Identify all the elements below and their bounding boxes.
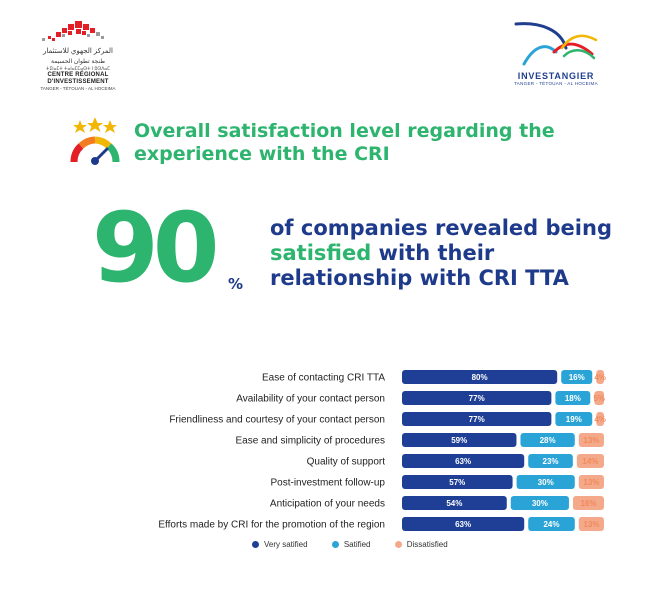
data-label-very-satisfied: 54% xyxy=(446,499,462,508)
cri-logo-region: TANGER - TÉTOUAN - AL HOCEIMA xyxy=(40,86,116,91)
legend-item-satisfied: Satified xyxy=(331,540,371,549)
data-label-satisfied: 23% xyxy=(543,457,559,466)
bar-segment-dissatisfied xyxy=(594,391,604,405)
kpi-value: 90 xyxy=(92,192,220,304)
bar-segment-very-satisfied xyxy=(402,475,513,489)
bar-segment-dissatisfied xyxy=(578,475,604,489)
bar-segment-very-satisfied xyxy=(402,433,517,447)
bar-segment-dissatisfied xyxy=(578,433,604,447)
cri-logo-tifinagh: ⵜⵉⵏⴰⵎⵜ ⵜⴰⵏⴰⵎⵎⴰⵙⵜ ⵏ ⵓⵙⴷⴰⵎ xyxy=(45,66,111,71)
bar-segment-very-satisfied xyxy=(402,370,558,384)
cri-logo-mosaic xyxy=(42,21,104,41)
legend-item-very-satisfied: Very satified xyxy=(252,540,308,549)
bar-segment-very-satisfied xyxy=(402,391,552,405)
cri-logo-arabic-region: طنجة تطوان الحسيمة xyxy=(51,59,105,65)
legend-swatch-satisfied xyxy=(331,541,339,548)
data-label-dissatisfied: 14% xyxy=(582,457,598,466)
bar-segment-dissatisfied xyxy=(572,496,604,510)
data-label-satisfied: 18% xyxy=(565,394,581,403)
category-label: Anticipation of your needs xyxy=(270,499,385,510)
bar-segment-satisfied xyxy=(528,454,573,468)
cri-logo: المركز الجهوي للاستثمار طنجة تطوان الحسي… xyxy=(18,18,138,91)
legend-swatch-dissatisfied xyxy=(394,541,402,548)
bar-segment-dissatisfied xyxy=(578,517,604,531)
investangier-logo-mark xyxy=(514,22,598,66)
data-label-dissatisfied: 16% xyxy=(580,499,596,508)
data-label-satisfied: 24% xyxy=(543,520,559,529)
cri-logo-name: CENTRE RÉGIONAL D'INVESTISSEMENT xyxy=(47,72,109,85)
data-label-satisfied: 28% xyxy=(540,436,556,445)
bar-segment-satisfied xyxy=(555,412,593,426)
bar-segment-very-satisfied xyxy=(402,454,525,468)
data-label-satisfied: 30% xyxy=(532,499,548,508)
data-label-very-satisfied: 63% xyxy=(455,520,471,529)
data-label-very-satisfied: 57% xyxy=(449,478,465,487)
data-label-dissatisfied: 13% xyxy=(583,478,599,487)
bar-segment-very-satisfied xyxy=(402,496,507,510)
data-label-satisfied: 16% xyxy=(569,373,585,382)
section-title: Overall satisfaction level regarding the… xyxy=(134,120,555,165)
legend-label-satisfied: Satified xyxy=(343,540,371,549)
bar-segment-dissatisfied xyxy=(576,454,604,468)
satisfaction-gauge-stars-icon xyxy=(70,118,120,165)
legend-swatch-very-satisfied xyxy=(252,541,259,548)
data-label-very-satisfied: 80% xyxy=(472,373,488,382)
data-label-dissatisfied: 13% xyxy=(583,520,599,529)
bar-segment-very-satisfied xyxy=(402,517,525,531)
bar-segment-satisfied xyxy=(561,370,593,384)
bar-segment-dissatisfied xyxy=(596,370,604,384)
bar-segment-satisfied xyxy=(516,475,575,489)
legend-label-dissatisfied: Dissatisfied xyxy=(406,540,448,549)
bar-segment-satisfied xyxy=(528,517,575,531)
category-label: Quality of support xyxy=(307,457,386,468)
bar-segment-satisfied xyxy=(510,496,569,510)
data-label-dissatisfied: 13% xyxy=(583,436,599,445)
data-label-dissatisfied: 5% xyxy=(593,394,605,403)
data-label-very-satisfied: 77% xyxy=(469,394,485,403)
category-label: Efforts made by CRI for the promotion of… xyxy=(158,520,385,531)
bar-segment-satisfied xyxy=(520,433,575,447)
bar-segment-dissatisfied xyxy=(596,412,604,426)
category-label: Ease of contacting CRI TTA xyxy=(262,373,385,384)
bar-segment-satisfied xyxy=(555,391,591,405)
investangier-logo-name: INVESTANGIER xyxy=(517,71,595,81)
chart-legend: Very satified Satified Dissatisfied xyxy=(252,540,470,549)
data-label-dissatisfied: 4% xyxy=(594,373,606,382)
investangier-logo: INVESTANGIER TANGER - TÉTOUAN - AL HOCEI… xyxy=(506,18,606,88)
kpi-unit: % xyxy=(228,275,244,293)
data-label-very-satisfied: 77% xyxy=(469,415,485,424)
bar-segment-very-satisfied xyxy=(402,412,552,426)
investangier-logo-tagline: TANGER - TÉTOUAN - AL HOCEIMA xyxy=(514,81,598,86)
data-label-satisfied: 30% xyxy=(538,478,554,487)
data-label-very-satisfied: 59% xyxy=(451,436,467,445)
kpi-text-before: of companies revealed being xyxy=(270,216,612,240)
data-label-satisfied: 19% xyxy=(566,415,582,424)
category-label: Post-investment follow-up xyxy=(271,478,386,489)
kpi-description: of companies revealed being satisfied wi… xyxy=(270,216,640,291)
data-label-very-satisfied: 63% xyxy=(455,457,471,466)
category-label: Availability of your contact person xyxy=(236,394,385,405)
category-label: Friendliness and courtesy of your contac… xyxy=(169,415,385,426)
kpi-text-after: with their relationship with CRI TTA xyxy=(270,241,569,290)
kpi-text-highlight: satisfied xyxy=(270,241,372,265)
cri-logo-arabic: المركز الجهوي للاستثمار xyxy=(43,48,113,55)
legend-item-dissatisfied: Dissatisfied xyxy=(394,540,448,549)
satisfaction-stacked-bar-chart: Ease of contacting CRI TTA 80% 16% 4% Availa… xyxy=(158,370,606,531)
legend-label-very-satisfied: Very satified xyxy=(264,540,308,549)
data-label-dissatisfied: 4% xyxy=(594,415,606,424)
category-label: Ease and simplicity of procedures xyxy=(235,436,385,447)
